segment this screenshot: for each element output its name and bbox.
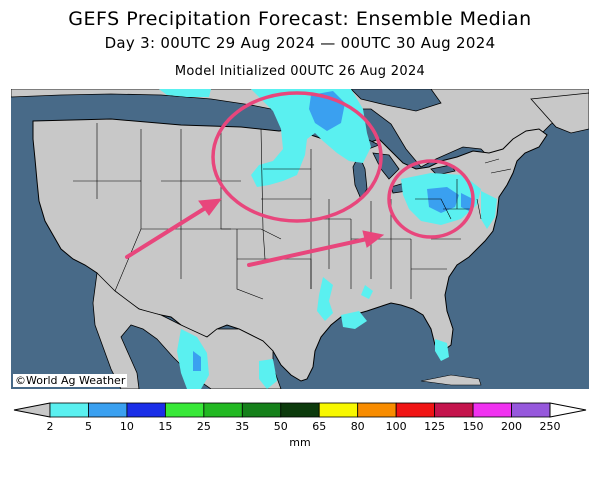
- colorbar-cell: [511, 402, 551, 418]
- map-title: GEFS Precipitation Forecast: Ensemble Me…: [68, 8, 532, 30]
- colorbar-tick-label: 200: [501, 420, 523, 433]
- colorbar-tick-label: 80: [350, 420, 365, 433]
- colorbar-tick-label: 100: [385, 420, 407, 433]
- colorbar-tick-label: 5: [84, 420, 92, 433]
- copyright-label: ©World Ag Weather: [13, 374, 128, 387]
- colorbar-over-arrow: [549, 402, 587, 418]
- colorbar-tick-label: 250: [539, 420, 561, 433]
- colorbar-tick-label: 25: [196, 420, 211, 433]
- colorbar-tick-label: 50: [273, 420, 288, 433]
- ohio-valley-highlight-circle: [387, 159, 475, 239]
- colorbar-tick-label: 15: [158, 420, 173, 433]
- arrow-to-ohio-valley: [247, 237, 369, 267]
- colorbar-tick-label: 10: [119, 420, 134, 433]
- annotation-arrows: [125, 198, 385, 267]
- precip-colorbar: [13, 402, 587, 418]
- colorbar-cell: [318, 402, 359, 418]
- colorbar-cell: [203, 402, 243, 418]
- colorbar-cell: [280, 402, 320, 418]
- colorbar-cell: [241, 402, 282, 418]
- midwest-highlight-circle: [211, 91, 383, 223]
- colorbar-cell: [434, 402, 474, 418]
- us-precip-map: [11, 89, 589, 389]
- forecast-period: Day 3: 00UTC 29 Aug 2024 — 00UTC 30 Aug …: [104, 34, 496, 52]
- colorbar-tick-label: 150: [462, 420, 484, 433]
- colorbar-tick-labels: 2 5 10 15 25 35 50 65 80 100 125 150 200 250: [0, 420, 600, 436]
- colorbar-cell: [357, 402, 397, 418]
- cuba: [420, 374, 482, 386]
- colorbar-cell: [126, 402, 166, 418]
- colorbar-under-arrow: [13, 402, 51, 418]
- arrow-to-midwest: [125, 205, 209, 259]
- model-initialized: Model Initialized 00UTC 26 Aug 2024: [174, 64, 426, 79]
- colorbar-cell: [472, 402, 512, 418]
- colorbar-cell: [49, 402, 89, 418]
- colorbar-tick-label: 65: [312, 420, 327, 433]
- colorbar-unit: mm: [289, 436, 311, 449]
- colorbar-tick-label: 125: [424, 420, 446, 433]
- atlantic-canada: [530, 92, 589, 134]
- colorbar-cell: [395, 402, 436, 418]
- colorbar-tick-label: 35: [235, 420, 250, 433]
- annotation-circles: [211, 91, 475, 239]
- colorbar-cell: [164, 402, 205, 418]
- hudson-bay: [350, 89, 442, 112]
- colorbar-cell: [88, 402, 128, 418]
- colorbar-tick-label: 2: [46, 420, 54, 433]
